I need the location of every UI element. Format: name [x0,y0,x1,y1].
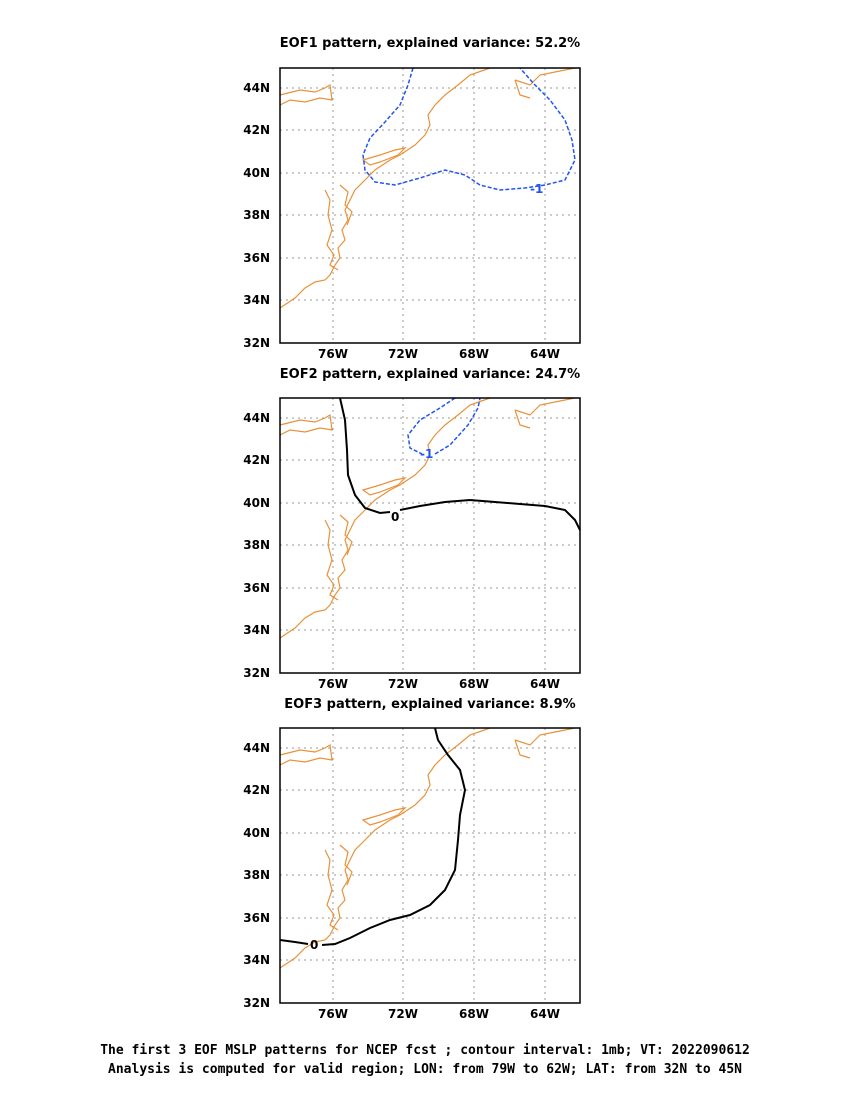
svg-text:36N: 36N [243,251,270,265]
svg-text:32N: 32N [243,996,270,1010]
svg-text:76W: 76W [318,347,348,360]
svg-text:42N: 42N [243,123,270,137]
svg-text:68W: 68W [459,347,489,360]
svg-text:32N: 32N [243,666,270,680]
eof3-map: 0 44N 42N 40N 38N 36N 34N 32N 76W 72W 68… [243,727,581,1020]
svg-text:38N: 38N [243,538,270,552]
contour-zero [279,727,467,946]
svg-text:64W: 64W [530,347,560,360]
grid-lines [280,398,580,673]
contour-label: 0 [391,510,399,524]
svg-text:32N: 32N [243,336,270,350]
map-frame [279,397,581,674]
svg-text:72W: 72W [388,677,418,690]
svg-text:76W: 76W [318,1007,348,1020]
svg-text:64W: 64W [530,1007,560,1020]
coastline [279,67,576,309]
contour-negative-1 [362,67,576,191]
svg-text:40N: 40N [243,826,270,840]
svg-text:34N: 34N [243,953,270,967]
eof2-map: 0 -1 44N 42N 40N 38N 36N 34N 32N 76W 72W… [243,397,581,690]
panel3-title: EOF3 pattern, explained variance: 8.9% [284,697,576,712]
coastline [279,727,576,969]
svg-text:76W: 76W [318,677,348,690]
contour-zero [339,397,581,531]
svg-text:64W: 64W [530,677,560,690]
svg-text:36N: 36N [243,911,270,925]
footer-line-1: The first 3 EOF MSLP patterns for NCEP f… [100,1043,750,1058]
svg-text:44N: 44N [243,411,270,425]
lon-tick-labels: 76W 72W 68W 64W [318,1007,560,1020]
eof1-map: -1 44N 42N 40N 38N 36N 34N 32N 76W 72W 6… [243,67,581,360]
lon-tick-labels: 76W 72W 68W 64W [318,677,560,690]
panel1-title: EOF1 pattern, explained variance: 52.2% [279,36,581,51]
svg-text:42N: 42N [243,453,270,467]
contour-label: -1 [530,182,543,196]
svg-text:44N: 44N [243,81,270,95]
svg-text:36N: 36N [243,581,270,595]
lat-tick-labels: 44N 42N 40N 38N 36N 34N 32N [243,741,270,1010]
svg-text:42N: 42N [243,783,270,797]
map-frame [279,727,581,1004]
coastline [279,397,576,639]
svg-text:40N: 40N [243,166,270,180]
lat-tick-labels: 44N 42N 40N 38N 36N 34N 32N [243,411,270,680]
svg-text:38N: 38N [243,208,270,222]
svg-text:40N: 40N [243,496,270,510]
contour-label: 0 [310,938,318,952]
svg-text:34N: 34N [243,293,270,307]
svg-text:68W: 68W [459,1007,489,1020]
svg-text:72W: 72W [388,1007,418,1020]
svg-text:38N: 38N [243,868,270,882]
map-frame [279,67,581,344]
svg-text:68W: 68W [459,677,489,690]
svg-text:44N: 44N [243,741,270,755]
grid-lines [280,68,580,343]
footer-line-2: Analysis is computed for valid region; L… [108,1062,742,1077]
contour-negative-1 [407,397,481,455]
lat-tick-labels: 44N 42N 40N 38N 36N 34N 32N [243,81,270,350]
lon-tick-labels: 76W 72W 68W 64W [318,347,560,360]
contour-label: -1 [420,447,433,461]
svg-text:34N: 34N [243,623,270,637]
svg-text:72W: 72W [388,347,418,360]
grid-lines [280,728,580,1003]
panel2-title: EOF2 pattern, explained variance: 24.7% [279,367,581,382]
